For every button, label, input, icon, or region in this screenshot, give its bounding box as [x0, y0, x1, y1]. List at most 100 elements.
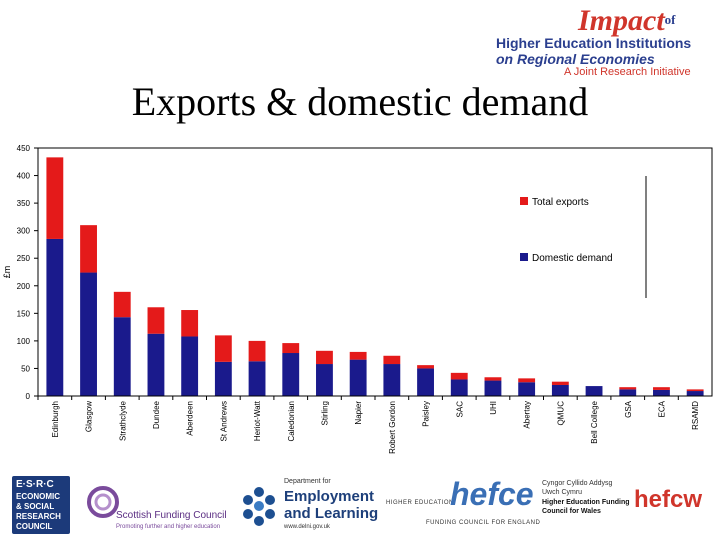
x-category-label: Napier: [354, 401, 363, 425]
x-category-label: Bell College: [590, 400, 599, 443]
x-category-label: QMUC: [556, 401, 565, 426]
del-hexagon-icon: [243, 487, 275, 526]
esrc-line-1: ECONOMIC: [16, 492, 60, 501]
y-tick-label: 100: [17, 337, 31, 346]
bar-domestic: [248, 361, 266, 396]
footer-logos: E·S·R·C ECONOMIC & SOCIAL RESEARCH COUNC…: [0, 468, 720, 540]
bar-exports: [484, 377, 502, 381]
x-category-label: Stirling: [320, 401, 329, 425]
del-url: www.delni.gov.uk: [284, 524, 330, 530]
banner-impact-word: Impact: [578, 4, 665, 37]
x-category-label: Paisley: [422, 401, 431, 427]
bar-exports: [181, 310, 199, 337]
bar-domestic: [113, 317, 131, 396]
bar-exports: [383, 355, 401, 365]
del-dept: Department for: [284, 478, 331, 485]
bar-domestic: [46, 238, 64, 396]
y-tick-label: 350: [17, 199, 31, 208]
banner-impact-line: Impactof: [578, 4, 676, 38]
x-category-label: Heriot-Watt: [253, 400, 262, 441]
x-category-label: Robert Gordon: [388, 401, 397, 454]
bar-domestic: [181, 336, 199, 396]
bar-exports: [113, 291, 131, 318]
esrc-line-4: COUNCIL: [16, 522, 53, 531]
esrc-line-0: E·S·R·C: [16, 479, 54, 490]
esrc-logo: E·S·R·C ECONOMIC & SOCIAL RESEARCH COUNC…: [12, 476, 70, 534]
bar-domestic: [450, 379, 468, 396]
bar-domestic: [80, 272, 97, 396]
bar-exports: [686, 389, 704, 392]
bar-domestic: [686, 391, 704, 396]
del-line1: Employment: [284, 488, 375, 505]
bar-domestic: [653, 389, 670, 396]
sfc-name: Scottish Funding Council: [116, 510, 227, 521]
bar-domestic: [214, 361, 232, 396]
bar-domestic: [484, 380, 502, 396]
bar-exports: [653, 387, 670, 390]
legend-label: Domestic demand: [532, 253, 613, 264]
hefcw-eng-1: Higher Education Funding: [542, 499, 630, 506]
stacked-bar-chart: 0 50 100 150 200 250 300 350 400 450 £m Edinburgh Gl…: [2, 144, 713, 454]
bar-domestic: [349, 359, 367, 396]
bar-domestic: [585, 386, 603, 396]
bar-domestic: [417, 368, 434, 396]
bar-exports: [214, 335, 232, 362]
x-category-label: GSA: [624, 400, 633, 418]
hefcw-eng-2: Council for Wales: [542, 508, 601, 515]
bar-domestic: [147, 333, 165, 396]
bar-exports: [46, 157, 64, 239]
y-tick-label: 200: [17, 282, 31, 291]
bar-exports: [450, 372, 468, 380]
esrc-line-3: RESEARCH: [16, 512, 61, 521]
slide-title: Exports & domestic demand: [131, 79, 589, 124]
hefce-logo: HIGHER EDUCATION hefce FUNDING COUNCIL F…: [386, 476, 540, 534]
y-tick-label: 450: [17, 144, 31, 153]
bar-exports: [518, 378, 536, 383]
bar-exports: [551, 381, 569, 385]
banner-line-3: on Regional Economies: [496, 51, 655, 67]
bar-exports: [619, 387, 637, 390]
bar-domestic: [619, 389, 637, 396]
hefce-name: hefce: [450, 476, 534, 512]
bar-exports: [80, 225, 97, 273]
hefce-bottom: FUNDING COUNCIL FOR ENGLAND: [426, 520, 541, 526]
sfc-tagline: Promoting further and higher education: [116, 524, 221, 530]
legend-swatch: [520, 197, 528, 205]
legend-label: Total exports: [532, 197, 589, 208]
bar-exports: [282, 343, 300, 354]
x-category-label: RSAMD: [691, 401, 700, 430]
y-tick-label: 400: [17, 172, 31, 181]
bar-exports: [147, 307, 165, 334]
bar-domestic: [316, 364, 333, 396]
bar-domestic: [518, 382, 536, 396]
x-category-label: Aberdeen: [186, 401, 195, 436]
hefcw-name: hefcw: [634, 486, 703, 513]
del-line2: and Learning: [284, 505, 379, 522]
x-category-label: Glasgow: [85, 401, 94, 432]
x-category-label: SAC: [455, 401, 464, 418]
del-logo: Department for Employment and Learning w…: [238, 474, 378, 536]
hefcw-logo: Cyngor Cyllido Addysg Uwch Cymru Higher …: [542, 478, 718, 536]
x-category-label: Abertay: [523, 401, 532, 429]
x-category-label: Caledonian: [287, 401, 296, 441]
hefce-left: HIGHER EDUCATION: [386, 500, 454, 506]
bar-domestic: [551, 384, 569, 396]
y-axis-label: £m: [2, 266, 12, 279]
x-category-label: ECA: [657, 400, 666, 417]
x-category-label: Edinburgh: [51, 401, 60, 437]
y-tick-label: 150: [17, 309, 31, 318]
x-category-label: Strathclyde: [118, 400, 127, 441]
bar-exports: [316, 350, 333, 365]
hefcw-welsh-1: Cyngor Cyllido Addysg: [542, 480, 613, 487]
legend-swatch: [520, 253, 528, 261]
banner-line-2: Higher Education Institutions: [496, 35, 692, 51]
x-category-label: St Andrews: [219, 401, 228, 441]
y-tick-label: 300: [17, 227, 31, 236]
hefcw-welsh-2: Uwch Cymru: [542, 489, 583, 496]
banner-line-4: A Joint Research Initiative: [564, 66, 691, 78]
y-tick-label: 0: [26, 392, 31, 401]
sfc-swirl-icon: [87, 486, 119, 518]
bar-exports: [248, 340, 266, 362]
bar-domestic: [282, 353, 300, 396]
esrc-line-2: & SOCIAL: [16, 502, 55, 511]
